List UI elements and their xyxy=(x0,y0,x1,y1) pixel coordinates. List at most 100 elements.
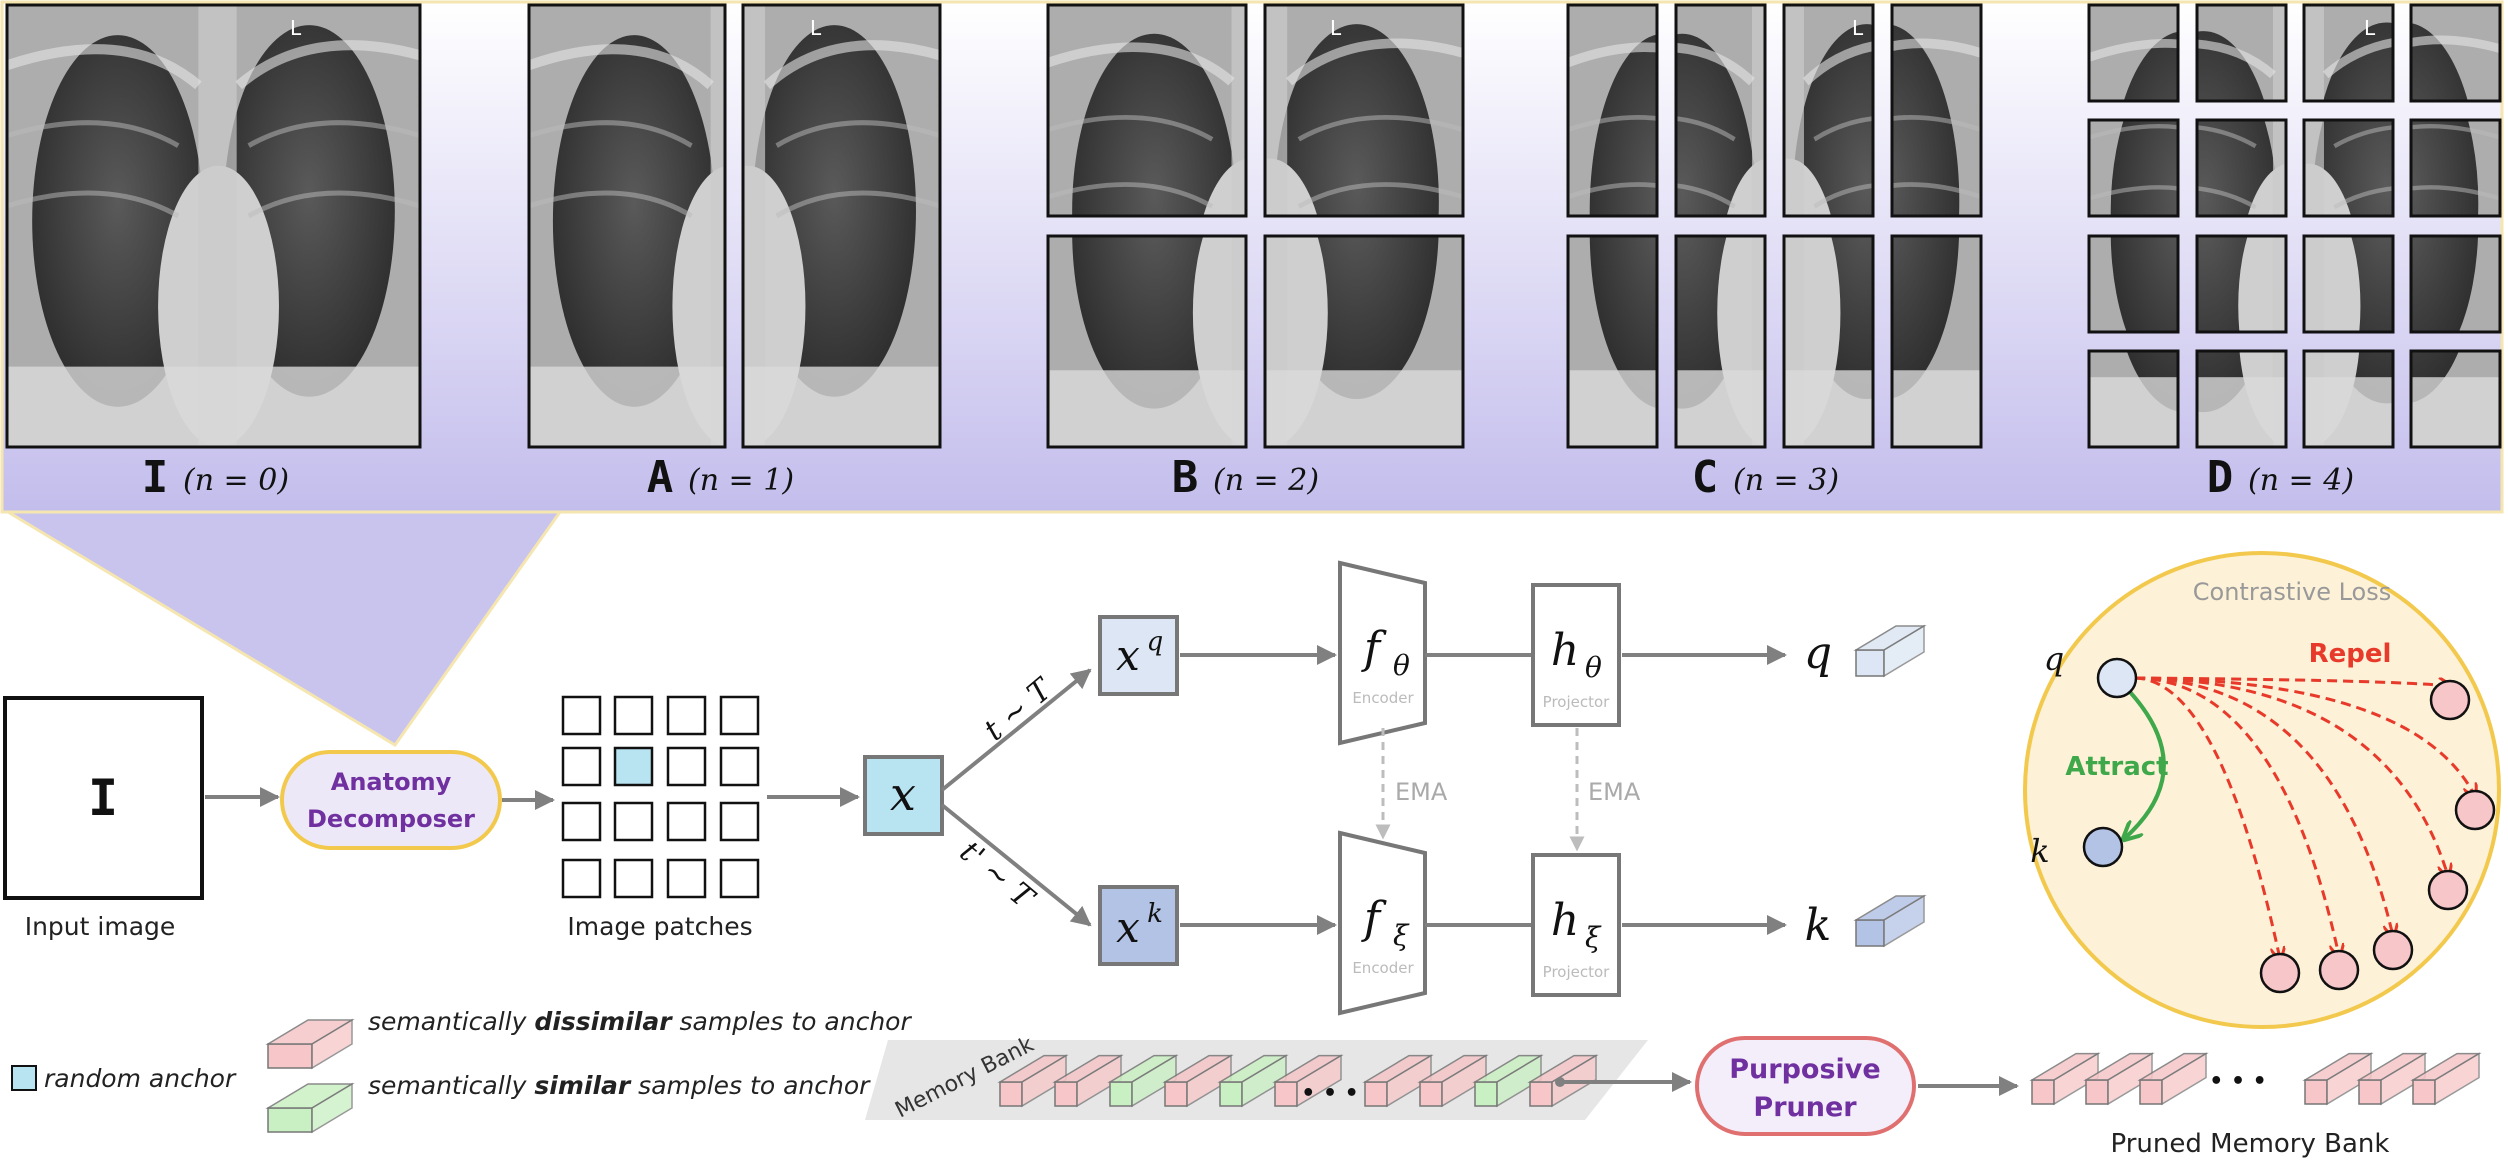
panel-D-tile xyxy=(2087,3,2180,103)
arrow-x-xk xyxy=(940,803,1092,927)
encoder-subscript: ξ xyxy=(1393,919,1410,952)
pruned-bank-bars xyxy=(2029,1052,2482,1106)
projector-shape xyxy=(1531,853,1621,997)
image-patch xyxy=(666,858,707,899)
panel-C-tile xyxy=(1890,234,1983,449)
panel-D-tile xyxy=(2087,234,2180,334)
ema-label-2: EMA xyxy=(1588,778,1641,806)
panel-A-right: L xyxy=(741,3,942,449)
panel-D-label: D (n = 4) xyxy=(2207,452,2354,503)
image-patch xyxy=(666,801,707,842)
pruner-label-2: Pruner xyxy=(1753,1092,1857,1123)
pruned-sample-bar xyxy=(2083,1052,2155,1106)
projector-subscript: θ xyxy=(1585,651,1602,684)
panel-A-left xyxy=(527,3,727,449)
panel-D-tile xyxy=(2409,234,2502,334)
contrast-k-label: k xyxy=(2030,832,2049,870)
repel-arrow xyxy=(2134,676,2475,796)
contrast-q-label: q xyxy=(2044,640,2064,678)
legend-similar-bar xyxy=(265,1082,355,1134)
image-patch xyxy=(666,695,707,736)
projector-h-xi: h ξ Projector xyxy=(1531,853,1621,997)
memory-bank-bars xyxy=(997,1054,1599,1108)
image-patch xyxy=(719,695,760,736)
panel-formula: (n = 4) xyxy=(2248,463,2354,498)
panel-I-label: I (n = 0) xyxy=(142,452,289,503)
negative-sample-node xyxy=(2372,929,2414,971)
q-vector xyxy=(1853,624,1927,678)
encoder-caption: Encoder xyxy=(1352,689,1414,707)
panel-D-tile: L xyxy=(2302,3,2395,103)
similar-sample-bar xyxy=(1217,1054,1289,1108)
pruner-label-1: Purposive xyxy=(1729,1054,1880,1085)
dissimilar-sample-bar xyxy=(1272,1054,1344,1108)
x-box xyxy=(863,755,944,836)
repel-label: Repel xyxy=(2309,639,2392,669)
projector-caption: Projector xyxy=(1543,693,1610,711)
panel-D-tile xyxy=(2195,3,2288,103)
anatomy-decomposer-box xyxy=(280,750,502,850)
attract-label: Attract xyxy=(2065,752,2168,782)
pruned-memory-bank-label: Pruned Memory Bank xyxy=(2111,1129,2390,1159)
side-marker-L: L xyxy=(810,16,822,40)
panel-D-tile xyxy=(2087,349,2180,449)
xk-sup: k xyxy=(1147,899,1163,929)
repel-arrow xyxy=(2134,676,2280,959)
panel-D-tile xyxy=(2302,234,2395,334)
memory-bank-ellipsis: • • • xyxy=(1301,1081,1359,1106)
panel-letter: I xyxy=(142,452,169,503)
k-label: k xyxy=(1805,900,1832,951)
attract-arrow xyxy=(2125,690,2166,838)
panel-A-label: A (n = 1) xyxy=(647,452,794,503)
bank-output-dot xyxy=(1555,1077,1565,1087)
image-patch xyxy=(561,858,602,899)
xk-box xyxy=(1098,885,1179,966)
side-marker-L: L xyxy=(1330,16,1342,40)
projector-symbol: h xyxy=(1551,895,1579,946)
projector-h-theta: h θ Projector xyxy=(1531,583,1621,727)
projector-shape xyxy=(1531,583,1621,727)
input-image-letter: I xyxy=(88,769,118,827)
pruned-sample-bar xyxy=(2356,1052,2428,1106)
negative-sample-node xyxy=(2429,679,2471,721)
patches-caption: Image patches xyxy=(567,912,752,941)
dissimilar-sample-bar xyxy=(997,1054,1069,1108)
xq-sup: q xyxy=(1147,627,1164,657)
panel-C-tile xyxy=(1674,234,1767,449)
pruned-bank-ellipsis: • • • xyxy=(2209,1069,2267,1094)
negative-sample-node xyxy=(2454,789,2496,831)
panel-D-tile xyxy=(2195,234,2288,334)
q-node xyxy=(2096,657,2138,699)
image-patch xyxy=(561,801,602,842)
projector-subscript: ξ xyxy=(1585,921,1602,954)
image-patch xyxy=(561,746,602,787)
panel-D-tile xyxy=(2409,349,2502,449)
x-label: x xyxy=(890,767,916,821)
q-label: q xyxy=(1804,628,1832,679)
image-patch xyxy=(719,801,760,842)
xq-base: x xyxy=(1116,631,1140,680)
encoder-caption: Encoder xyxy=(1352,959,1414,977)
legend-similar-label: semantically similar samples to anchor xyxy=(368,1071,871,1100)
decomposer-label-2: Decomposer xyxy=(307,805,475,833)
side-marker-L: L xyxy=(1852,16,1864,40)
anchor-patch xyxy=(613,746,654,787)
ema-label-1: EMA xyxy=(1395,778,1448,806)
panel-formula: (n = 2) xyxy=(1213,463,1319,498)
panel-D-tile xyxy=(2195,349,2288,449)
contrastive-loss-circle xyxy=(2023,551,2501,1029)
negative-sample-node xyxy=(2318,949,2360,991)
panel-C-tile: L xyxy=(1782,3,1875,218)
projector-symbol: h xyxy=(1551,625,1579,676)
pruned-sample-bar xyxy=(2137,1052,2209,1106)
image-patch xyxy=(613,695,654,736)
panel-letter: B xyxy=(1172,452,1199,503)
k-vector xyxy=(1853,894,1927,948)
pruned-sample-bar xyxy=(2302,1052,2374,1106)
panel-D-tile xyxy=(2409,118,2502,218)
panel-I-xray: L xyxy=(5,3,422,449)
panel-C-tile xyxy=(1674,3,1767,218)
panel-D-tile xyxy=(2195,118,2288,218)
legend-anchor-label: random anchor xyxy=(44,1064,237,1093)
